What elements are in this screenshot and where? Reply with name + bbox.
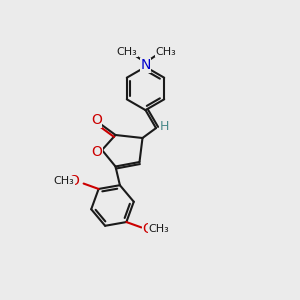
- Text: N: N: [140, 58, 151, 72]
- Text: O: O: [69, 174, 80, 188]
- Text: H: H: [160, 120, 169, 133]
- Text: O: O: [91, 113, 102, 127]
- Text: O: O: [91, 145, 102, 158]
- Text: CH₃: CH₃: [148, 224, 169, 234]
- Text: CH₃: CH₃: [116, 47, 137, 57]
- Text: CH₃: CH₃: [54, 176, 74, 186]
- Text: CH₃: CH₃: [155, 47, 176, 57]
- Text: O: O: [142, 222, 153, 236]
